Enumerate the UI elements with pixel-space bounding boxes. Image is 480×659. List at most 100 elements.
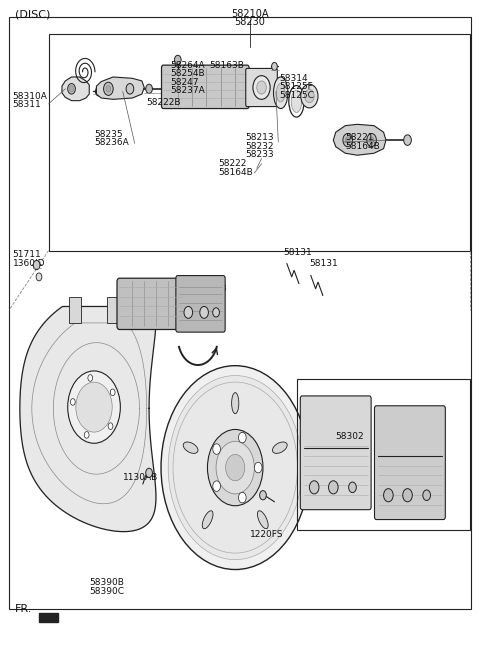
Circle shape (213, 481, 220, 492)
Circle shape (88, 375, 93, 382)
Circle shape (84, 432, 89, 438)
Circle shape (367, 134, 376, 147)
Polygon shape (39, 613, 58, 622)
Text: 58302: 58302 (336, 432, 364, 442)
Circle shape (96, 87, 102, 96)
Circle shape (108, 423, 113, 430)
Ellipse shape (291, 90, 302, 113)
Circle shape (68, 371, 120, 444)
Text: 58125C: 58125C (279, 91, 314, 100)
Circle shape (207, 430, 263, 505)
Circle shape (126, 84, 134, 94)
Circle shape (104, 82, 113, 96)
Circle shape (310, 481, 319, 494)
Circle shape (369, 137, 374, 144)
FancyBboxPatch shape (176, 275, 225, 332)
Text: FR.: FR. (15, 604, 33, 614)
Text: 58411B: 58411B (192, 284, 227, 293)
Circle shape (110, 389, 115, 395)
Text: 58232: 58232 (245, 142, 273, 151)
Circle shape (305, 90, 314, 103)
Circle shape (384, 488, 393, 501)
Ellipse shape (183, 442, 198, 453)
Circle shape (254, 463, 262, 473)
Text: 58314: 58314 (279, 74, 308, 83)
Ellipse shape (274, 77, 288, 109)
FancyBboxPatch shape (374, 406, 445, 519)
Circle shape (213, 308, 219, 317)
Circle shape (106, 86, 111, 92)
Circle shape (146, 469, 153, 478)
Circle shape (33, 260, 40, 270)
Polygon shape (96, 77, 144, 100)
Circle shape (403, 488, 412, 501)
Text: 58131: 58131 (310, 259, 338, 268)
Text: 1220FS: 1220FS (250, 530, 283, 538)
FancyBboxPatch shape (161, 65, 249, 109)
Text: 58233: 58233 (245, 150, 274, 159)
Bar (108, 297, 119, 323)
FancyBboxPatch shape (300, 396, 371, 509)
Circle shape (200, 306, 208, 318)
Circle shape (348, 482, 356, 492)
Circle shape (161, 366, 310, 569)
Circle shape (343, 134, 352, 147)
Circle shape (404, 135, 411, 146)
Bar (69, 297, 81, 323)
Polygon shape (333, 125, 386, 156)
Polygon shape (62, 77, 89, 101)
Text: 58131: 58131 (283, 248, 312, 257)
Circle shape (68, 84, 75, 94)
Circle shape (253, 76, 270, 100)
Ellipse shape (202, 511, 213, 529)
Text: 1130AB: 1130AB (123, 473, 158, 482)
Circle shape (168, 376, 302, 559)
Ellipse shape (232, 393, 239, 414)
Text: 1360JD: 1360JD (12, 259, 45, 268)
Circle shape (301, 84, 318, 108)
Ellipse shape (257, 511, 268, 529)
Text: 58237A: 58237A (170, 86, 205, 96)
Circle shape (423, 490, 431, 500)
Circle shape (239, 492, 246, 503)
Circle shape (239, 432, 246, 443)
Text: 58390C: 58390C (89, 587, 124, 596)
FancyBboxPatch shape (117, 278, 184, 330)
Text: 58390B: 58390B (89, 579, 124, 587)
Ellipse shape (276, 84, 285, 102)
Text: (DISC): (DISC) (15, 9, 50, 19)
Circle shape (328, 481, 338, 494)
Text: 58125F: 58125F (279, 82, 313, 92)
Text: 58222B: 58222B (147, 98, 181, 107)
Circle shape (36, 273, 42, 281)
Bar (298, 379, 470, 530)
Circle shape (174, 55, 181, 65)
Ellipse shape (273, 442, 287, 453)
Circle shape (184, 306, 192, 318)
Text: 58264A: 58264A (170, 61, 205, 70)
Text: 58230: 58230 (234, 17, 265, 27)
Circle shape (213, 444, 220, 454)
Text: 58210A: 58210A (231, 9, 268, 19)
Text: 58254B: 58254B (170, 69, 205, 78)
Polygon shape (20, 306, 156, 532)
Circle shape (226, 455, 245, 481)
Text: 58236A: 58236A (94, 138, 129, 148)
Text: 58213: 58213 (245, 133, 274, 142)
Text: 58310A: 58310A (12, 92, 48, 101)
Circle shape (146, 84, 153, 94)
Text: 58311: 58311 (12, 100, 41, 109)
Text: 58222: 58222 (218, 159, 247, 169)
Text: 51711: 51711 (12, 250, 41, 259)
Circle shape (260, 490, 266, 500)
Circle shape (257, 81, 266, 94)
Text: 58221: 58221 (345, 133, 374, 142)
Circle shape (71, 399, 75, 405)
Circle shape (76, 382, 112, 432)
Text: 58247: 58247 (170, 78, 199, 87)
FancyBboxPatch shape (246, 69, 277, 107)
Circle shape (69, 86, 74, 92)
Circle shape (345, 137, 350, 144)
Text: 58235: 58235 (94, 130, 123, 139)
Text: 58164B: 58164B (345, 142, 380, 151)
